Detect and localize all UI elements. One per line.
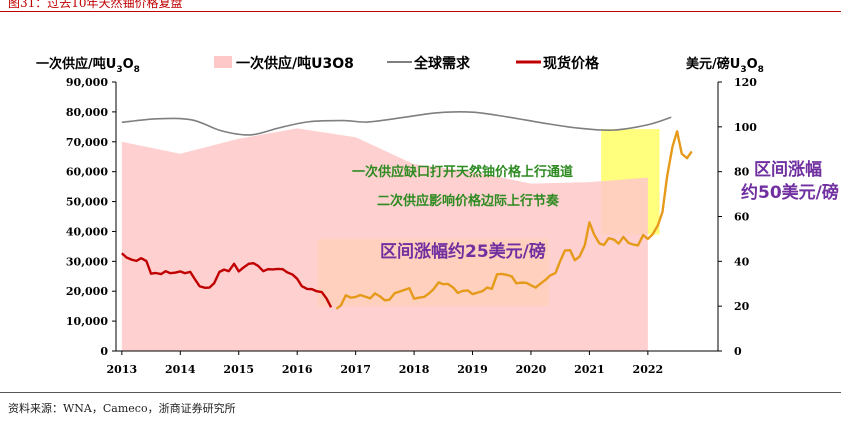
x-axis-ticks: 2013 2014 2015 2016 2017 2018 2019 2020 2021 2022 <box>107 351 664 376</box>
x-tick-label: 2014 <box>165 363 196 376</box>
right-tick-label: 20 <box>734 300 750 313</box>
x-tick-label: 2016 <box>282 363 313 376</box>
left-tick-label: 50,000 <box>66 196 108 209</box>
x-tick-label: 2013 <box>107 363 138 376</box>
bottom-rule <box>0 392 841 393</box>
top-rule <box>0 11 841 12</box>
right-tick-label: 0 <box>734 345 742 358</box>
price-line-red <box>121 252 333 308</box>
legend-label-supply: 一次供应/吨U3O8 <box>236 55 354 72</box>
left-axis-ticks: 0 10,000 20,000 30,000 40,000 50,000 60,000 70,… <box>66 76 116 358</box>
left-tick-label: 40,000 <box>66 225 108 238</box>
x-tick-label: 2020 <box>516 363 547 376</box>
supply-area-layer <box>121 128 648 351</box>
annotation-supply-gap: 一次供应缺口打开天然铀价格上行通道 <box>352 164 573 180</box>
right-tick-label: 60 <box>734 211 750 224</box>
source-note: 资料来源：WNA，Cameco，浙商证券研究所 <box>8 402 236 415</box>
legend-swatch-supply <box>214 56 232 68</box>
right-tick-label: 100 <box>734 121 757 134</box>
right-tick-label: 120 <box>734 76 757 89</box>
left-tick-label: 80,000 <box>66 106 108 119</box>
left-tick-label: 60,000 <box>66 166 108 179</box>
right-axis-label: 美元/磅U3O8 <box>686 56 764 75</box>
price-line-layer <box>121 130 693 310</box>
x-tick-label: 2022 <box>633 363 664 376</box>
right-axis-ticks: 0 20 40 60 80 100 120 <box>718 76 757 358</box>
left-tick-label: 70,000 <box>66 136 108 149</box>
x-tick-label: 2019 <box>457 363 488 376</box>
price-line-orange <box>335 130 693 310</box>
left-axis-label: 一次供应/吨U3O8 <box>36 56 140 75</box>
uranium-price-chart: 0 10,000 20,000 30,000 40,000 50,000 60,000 70,… <box>36 55 839 376</box>
right-tick-label: 40 <box>734 255 750 268</box>
x-tick-label: 2021 <box>574 363 605 376</box>
annotation-range-50-line2: 约50美元/磅 <box>741 182 839 203</box>
right-tick-label: 80 <box>734 166 750 179</box>
left-tick-label: 0 <box>100 345 108 358</box>
left-tick-label: 90,000 <box>66 76 108 89</box>
demand-line <box>121 111 672 136</box>
left-tick-label: 10,000 <box>66 315 108 328</box>
left-tick-label: 30,000 <box>66 255 108 268</box>
x-tick-label: 2015 <box>223 363 254 376</box>
annotation-secondary-supply: 二次供应影响价格边际上行节奏 <box>377 193 560 209</box>
x-tick-label: 2018 <box>399 363 430 376</box>
legend-label-demand: 全球需求 <box>413 55 471 72</box>
figure-title: 图31：过去10年天然铀价格复盘 <box>8 0 183 10</box>
annotation-range-50-line1: 区间涨幅 <box>754 159 822 180</box>
supply-area <box>121 128 648 351</box>
x-tick-label: 2017 <box>340 363 371 376</box>
legend-label-price: 现货价格 <box>543 55 600 72</box>
left-tick-label: 20,000 <box>66 285 108 298</box>
annotation-range-25: 区间涨幅约25美元/磅 <box>380 241 546 262</box>
demand-line-layer <box>121 111 672 136</box>
